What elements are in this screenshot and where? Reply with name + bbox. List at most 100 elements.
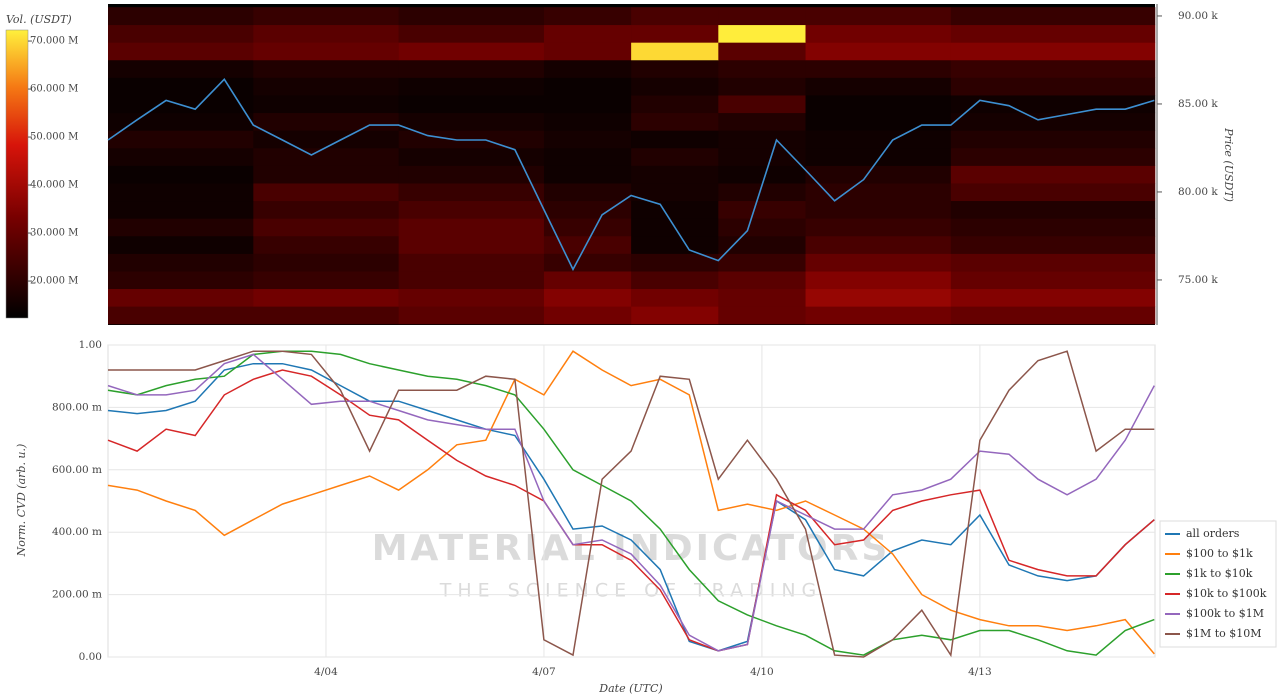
heatmap-cell (398, 24, 545, 43)
heatmap-cell (108, 306, 254, 325)
y-tick-label: 600.00 m (52, 464, 102, 476)
heatmap-cell (805, 24, 952, 43)
heatmap-cell (950, 112, 1156, 131)
heatmap-cell (398, 59, 545, 78)
heatmap-cell (253, 130, 399, 149)
heatmap-cell (950, 95, 1156, 114)
y-tick-label: 200.00 m (52, 589, 102, 601)
heatmap-cell (543, 218, 632, 237)
heatmap-cell (805, 77, 952, 96)
heatmap-cell (543, 95, 632, 114)
heatmap-cell (718, 253, 806, 272)
heatmap-cell (543, 288, 632, 307)
heatmap-cell (805, 306, 952, 325)
x-axis-label: Date (UTC) (598, 682, 662, 695)
heatmap-cell (543, 59, 632, 78)
heatmap-cell (631, 306, 719, 325)
heatmap-cell (631, 130, 719, 149)
heatmap-cell (108, 7, 254, 26)
heatmap-cell (398, 95, 545, 114)
heatmap-cell (543, 130, 632, 149)
price-axis-label: Price (USDT) (1222, 127, 1235, 202)
heatmap-cell (718, 42, 806, 61)
heatmap-cell (543, 271, 632, 290)
heatmap-cell (950, 306, 1156, 325)
heatmap-cell (543, 306, 632, 325)
colorbar-tick-label: 50.000 M (30, 132, 78, 143)
legend: all orders $100 to $1k $1k to $10k $10k to … (1159, 520, 1277, 648)
heatmap-cell (253, 165, 399, 184)
heatmap-cell (805, 271, 952, 290)
legend-label: $100 to $1k (1186, 547, 1253, 560)
cvd-plot: 0.00 200.00 m 400.00 m 600.00 m 800.00 m 1.00… (52, 339, 1155, 678)
heatmap-cell (543, 112, 632, 131)
heatmap-cell (950, 271, 1156, 290)
heatmap-cell (805, 95, 952, 114)
heatmap-cell (253, 306, 399, 325)
heatmap-cell (718, 200, 806, 219)
heatmap-cell (718, 271, 806, 290)
heatmap-cell (543, 200, 632, 219)
y-tick-label: 800.00 m (52, 401, 102, 413)
heatmap-cell (543, 165, 632, 184)
heatmap-cell (631, 147, 719, 166)
heatmap-cell (805, 59, 952, 78)
heatmap-cell (631, 165, 719, 184)
heatmap-cell (631, 253, 719, 272)
heatmap-cell (108, 24, 254, 43)
heatmap-cell (805, 235, 952, 254)
heatmap-cell (253, 147, 399, 166)
heatmap-cell (805, 200, 952, 219)
heatmap-cell (950, 200, 1156, 219)
heatmap-cell (398, 235, 545, 254)
legend-label: $10k to $100k (1186, 587, 1267, 600)
heatmap: 75.00 k 80.00 k 85.00 k 90.00 k (107, 4, 1218, 325)
y-tick-label: 80.00 k (1178, 186, 1218, 198)
heatmap-cell (950, 235, 1156, 254)
y-tick-label: 400.00 m (52, 526, 102, 538)
heatmap-cell (718, 7, 806, 26)
heatmap-cell (631, 112, 719, 131)
heatmap-cell (253, 235, 399, 254)
heatmap-cell (108, 112, 254, 131)
colorbar-tick-label: 40.000 M (30, 180, 78, 191)
heatmap-cell (950, 218, 1156, 237)
heatmap-cell (631, 42, 719, 61)
heatmap-cell (718, 235, 806, 254)
heatmap-cell (108, 200, 254, 219)
heatmap-cell (718, 95, 806, 114)
heatmap-cell (631, 288, 719, 307)
heatmap-cell (631, 59, 719, 78)
heatmap-cell (805, 112, 952, 131)
colorbar-tick-label: 70.000 M (30, 36, 78, 47)
heatmap-cell (398, 112, 545, 131)
heatmap-cell (718, 130, 806, 149)
heatmap-cell (718, 147, 806, 166)
heatmap-cell (718, 77, 806, 96)
heatmap-cell (718, 288, 806, 307)
heatmap-cell (108, 147, 254, 166)
legend-label: all orders (1186, 527, 1240, 540)
heatmap-cell (253, 59, 399, 78)
heatmap-cell (631, 183, 719, 202)
heatmap-cell (718, 218, 806, 237)
heatmap-cell (108, 77, 254, 96)
x-tick-label: 4/04 (314, 666, 338, 678)
heatmap-cell (253, 95, 399, 114)
heatmap-cell (950, 130, 1156, 149)
heatmap-cell (253, 253, 399, 272)
y-tick-label: 90.00 k (1178, 10, 1218, 22)
heatmap-cell (718, 24, 806, 43)
cvd-line (107, 353, 1155, 652)
heatmap-cell (253, 200, 399, 219)
heatmap-cell (631, 24, 719, 43)
heatmap-cell (543, 253, 632, 272)
heatmap-cell (805, 165, 952, 184)
heatmap-cell (543, 7, 632, 26)
heatmap-cell (253, 24, 399, 43)
heatmap-cell (398, 42, 545, 61)
heatmap-cell (543, 42, 632, 61)
heatmap-cell (253, 112, 399, 131)
heatmap-cell (805, 288, 952, 307)
